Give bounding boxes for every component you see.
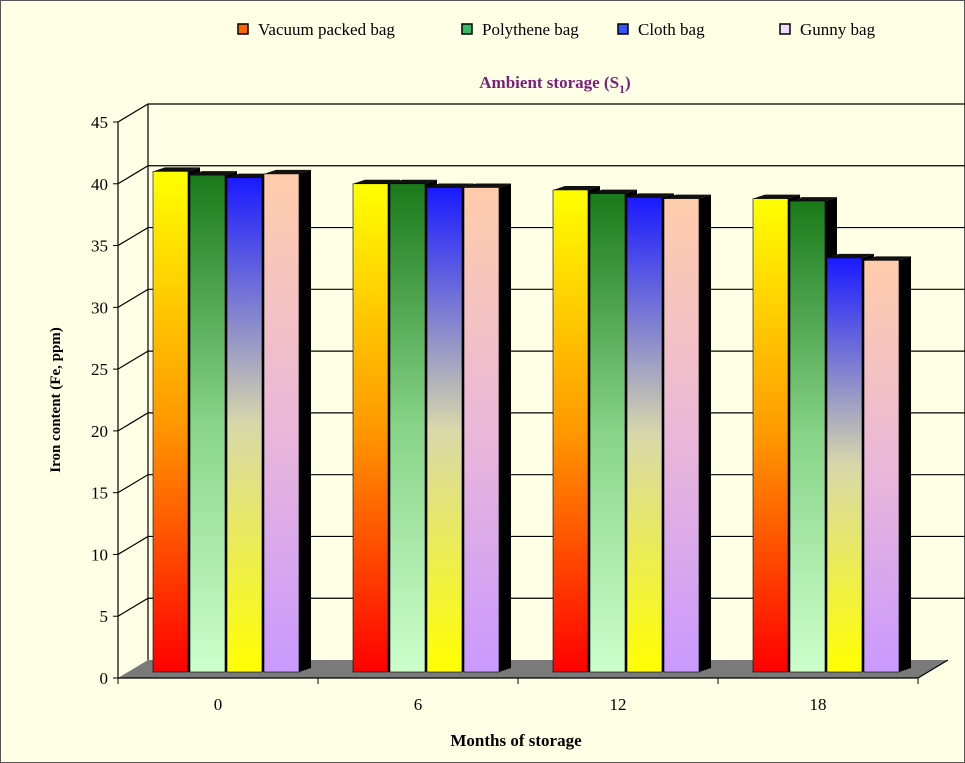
y-tick-label: 45 xyxy=(91,113,108,132)
x-tick-label: 18 xyxy=(810,695,827,714)
floor-edge xyxy=(917,659,949,679)
bar-top xyxy=(627,193,674,198)
bar-front xyxy=(863,260,900,673)
legend: Vacuum packed bag Polythene bag Cloth bag G… xyxy=(237,20,876,39)
bar-top xyxy=(153,167,200,172)
bar-front xyxy=(352,183,389,673)
bar-top xyxy=(190,171,237,176)
gridline xyxy=(117,165,965,185)
bar-top xyxy=(864,256,911,261)
x-tick-label: 12 xyxy=(610,695,627,714)
bar-top xyxy=(790,197,837,202)
bar-front xyxy=(626,197,663,673)
legend-label: Vacuum packed bag xyxy=(258,20,395,39)
bar xyxy=(863,256,911,673)
legend-item: Cloth bag xyxy=(617,20,705,39)
bar-front xyxy=(389,183,426,673)
bar-top xyxy=(590,189,637,194)
y-tick-label: 25 xyxy=(91,360,108,379)
bar-front xyxy=(226,177,263,673)
legend-swatch xyxy=(617,23,629,35)
chart-title-subscript: 1 xyxy=(619,82,625,96)
legend-label: Gunny bag xyxy=(800,20,876,39)
bar-top xyxy=(390,179,437,184)
bar-front xyxy=(552,189,589,673)
bars xyxy=(152,167,911,673)
bar-front xyxy=(189,174,226,673)
bar-front xyxy=(826,257,863,673)
legend-swatch xyxy=(779,23,791,35)
bar-top xyxy=(464,183,511,188)
bar-side xyxy=(499,183,511,673)
bar xyxy=(463,183,511,673)
bar-top xyxy=(264,169,311,174)
bar-top xyxy=(664,194,711,199)
legend-label: Cloth bag xyxy=(638,20,705,39)
y-tick-label: 5 xyxy=(100,607,109,626)
chart-title: Ambient storage (S1) xyxy=(479,73,630,96)
legend-swatch xyxy=(461,23,473,35)
legend-swatch xyxy=(237,23,249,35)
axes: 0 5 10 15 20 25 30 35 40 45 0 6 12 18 xyxy=(91,113,949,714)
bar-front xyxy=(752,198,789,673)
gridline xyxy=(117,103,965,123)
bar-front xyxy=(426,187,463,673)
x-axis-label: Months of storage xyxy=(450,731,582,750)
y-tick-label: 10 xyxy=(91,545,108,564)
x-tick-label: 0 xyxy=(214,695,223,714)
y-tick-label: 15 xyxy=(91,484,108,503)
y-tick-label: 30 xyxy=(91,298,108,317)
y-tick-label: 35 xyxy=(91,237,108,256)
bar-front xyxy=(589,193,626,673)
y-tick-label: 20 xyxy=(91,422,108,441)
bar xyxy=(663,194,711,673)
legend-item: Gunny bag xyxy=(779,20,876,39)
bar-side xyxy=(899,256,911,672)
legend-item: Vacuum packed bag xyxy=(237,20,395,39)
bar-top xyxy=(553,185,600,190)
y-tick-label: 0 xyxy=(100,669,109,688)
legend-item: Polythene bag xyxy=(461,20,579,39)
x-tick-label: 6 xyxy=(414,695,423,714)
bar-top xyxy=(353,179,400,184)
bar-top xyxy=(427,183,474,188)
legend-label: Polythene bag xyxy=(482,20,579,39)
bar-side xyxy=(699,194,711,673)
y-axis-label: Iron content (Fe, ppm) xyxy=(48,327,64,473)
bar-side xyxy=(299,169,311,673)
bar xyxy=(263,169,311,673)
bar-top xyxy=(753,194,800,199)
bar-front xyxy=(463,187,500,673)
bar-top xyxy=(227,173,274,178)
chart-title-main: Ambient storage (S xyxy=(479,73,619,92)
chart-title-close: ) xyxy=(625,73,631,92)
bar-top xyxy=(827,253,874,258)
chart-floor xyxy=(118,660,948,678)
y-tick-label: 40 xyxy=(91,175,108,194)
bar-front xyxy=(663,198,700,673)
bar-front xyxy=(152,171,189,673)
bar-front xyxy=(263,173,300,673)
bar-front xyxy=(789,200,826,673)
